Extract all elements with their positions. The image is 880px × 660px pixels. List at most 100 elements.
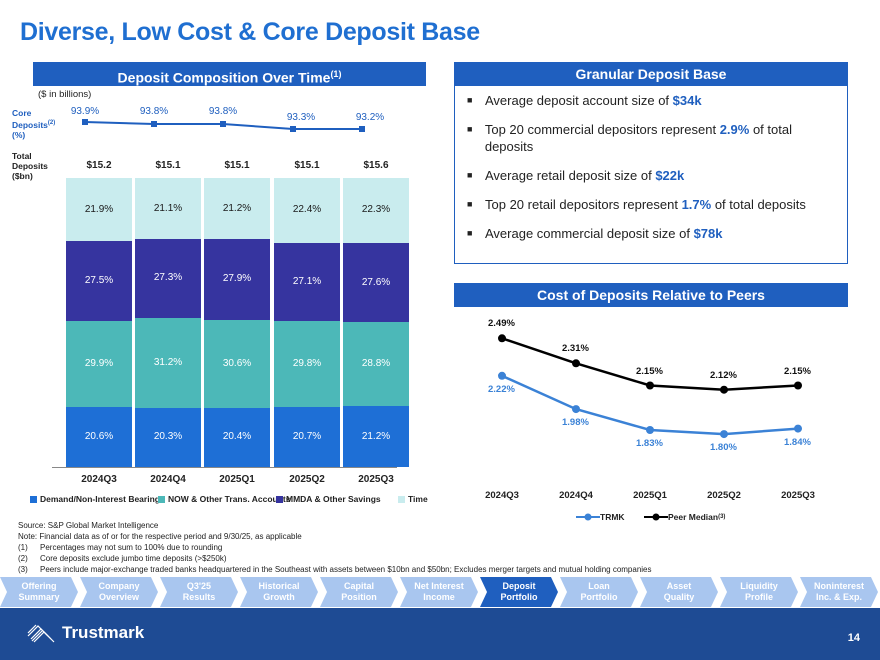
nav-tab-label-line2: Overview — [98, 592, 140, 602]
nav-tab-label-line2: Profile — [744, 592, 773, 602]
trustmark-logo-icon — [27, 624, 55, 643]
nav-tab-loan[interactable]: Loan Portfolio — [560, 577, 638, 607]
nav-tab-label-line1: Historical — [258, 581, 300, 591]
legend-time-label: Time — [408, 494, 428, 504]
bullet-text: Average commercial deposit size of — [485, 226, 694, 241]
nav-tab-historical[interactable]: Historical Growth — [240, 577, 318, 607]
nav-tab-liquidity[interactable]: Liquidity Profile — [720, 577, 798, 607]
nav-tab-label-line2: Income — [423, 592, 455, 602]
nav-tab-label-line1: Liquidity — [740, 581, 778, 591]
nav-tab-noninterest[interactable]: Noninterest Inc. & Exp. — [800, 577, 878, 607]
nav-tab-label-line2: Position — [341, 592, 377, 602]
peer-median-value: 2.15% — [784, 365, 811, 377]
nav-tab-deposit[interactable]: Deposit Portfolio — [480, 577, 558, 607]
cost-x-label: 2025Q2 — [707, 490, 741, 501]
nav-tab-q3-25[interactable]: Q3'25 Results — [160, 577, 238, 607]
granular-deposit-header: Granular Deposit Base — [454, 62, 848, 86]
peer-median-value: 2.12% — [710, 369, 737, 381]
total-deposits-value: $15.2 — [86, 160, 112, 171]
bar-segment-now: 31.2% — [135, 318, 201, 409]
nav-tab-label-line1: Offering — [21, 581, 57, 591]
trmk-point — [572, 405, 580, 414]
peer-median-point — [498, 334, 506, 343]
trustmark-logo: Trustmark — [26, 622, 144, 644]
core-deposits-marker — [290, 126, 296, 132]
data-note: Note: Financial data as of or for the re… — [18, 532, 302, 541]
core-deposits-marker — [220, 121, 226, 127]
core-deposits-value: 93.9% — [70, 106, 100, 117]
legend-peer-footnote: (3) — [718, 514, 726, 520]
peer-median-point — [720, 385, 728, 394]
bullet-highlight: $34k — [672, 93, 702, 108]
deposit-composition-header: Deposit Composition Over Time(1) — [33, 62, 426, 86]
footnotes: Source: S&P Global Market Intelligence N… — [18, 520, 652, 575]
bullet-text: of total deposits — [484, 122, 792, 154]
trmk-point — [498, 371, 506, 380]
bar-segment-demand: 21.2% — [343, 405, 409, 467]
bar-segment-demand: 20.6% — [66, 407, 132, 467]
nav-tab-net-interest[interactable]: Net Interest Income — [400, 577, 478, 607]
bullet-avg-commercial: ■ Average commercial deposit size of $78k — [465, 225, 837, 242]
footnote-2: (2) Core deposits exclude jumbo time depo… — [18, 553, 652, 564]
page-number: 14 — [847, 632, 860, 644]
bar-x-label: 2025Q1 — [219, 474, 255, 485]
peer-median-value: 2.49% — [488, 318, 515, 330]
legend-peer-marker — [644, 513, 668, 521]
legend-mmda-label: MMDA & Other Savings — [286, 494, 381, 504]
section-navigation: Offering Summary Company Overview Q3'25 Resul… — [0, 577, 880, 607]
stacked-bar: 20.3% 31.2% 27.3% 21.1% — [135, 178, 201, 467]
bar-segment-mmda: 27.5% — [66, 241, 132, 321]
bar-segment-mmda: 27.6% — [343, 242, 409, 323]
bar-segment-now: 29.8% — [274, 321, 340, 408]
bullet-highlight: $78k — [693, 226, 723, 241]
bullet-square-icon: ■ — [467, 170, 473, 180]
nav-tab-label-line1: Asset — [666, 581, 692, 591]
peer-median-point — [572, 359, 580, 368]
bar-segment-time: 21.2% — [204, 178, 270, 240]
nav-tab-label-line1: Net Interest — [414, 581, 464, 591]
total-deposits-label: Total Deposits ($bn) — [12, 151, 48, 181]
bullet-avg-account: ■ Average deposit account size of $34k — [465, 92, 837, 109]
nav-tab-asset[interactable]: Asset Quality — [640, 577, 718, 607]
bar-x-label: 2024Q4 — [150, 474, 186, 485]
bullet-text: Average deposit account size of — [485, 93, 673, 108]
trmk-value: 1.84% — [784, 436, 811, 448]
nav-tab-label-line1: Company — [98, 581, 140, 591]
nav-tab-capital[interactable]: Capital Position — [320, 577, 398, 607]
total-deposits-value: $15.6 — [363, 160, 389, 171]
bullet-top20-commercial: ■ Top 20 commercial depositors represent … — [465, 121, 837, 155]
nav-tab-label-line2: Results — [182, 592, 216, 602]
granular-deposit-panel: ■ Average deposit account size of $34k ■ T… — [454, 84, 848, 264]
legend-demand-label: Demand/Non-Interest Bearing — [40, 494, 160, 504]
peer-median-value: 2.31% — [562, 343, 589, 355]
bar-segment-demand: 20.7% — [274, 407, 340, 467]
footnote-text: Percentages may not sum to 100% due to r… — [40, 543, 223, 552]
stacked-bar: 20.7% 29.8% 27.1% 22.4% — [274, 178, 340, 467]
bar-segment-time: 21.9% — [66, 178, 132, 242]
trmk-value: 1.83% — [636, 437, 663, 449]
bar-segment-time: 21.1% — [135, 178, 201, 240]
nav-tab-offering[interactable]: Offering Summary — [0, 577, 78, 607]
cost-x-label: 2025Q1 — [633, 490, 667, 501]
cost-x-label: 2024Q3 — [485, 490, 519, 501]
bar-segment-time: 22.4% — [274, 178, 340, 243]
nav-tab-label-line1: Capital — [343, 581, 374, 591]
nav-tab-company[interactable]: Company Overview — [80, 577, 158, 607]
legend-peer-median: Peer Median (3) — [644, 512, 725, 522]
footnote-number: (3) — [18, 565, 28, 574]
bar-segment-demand: 20.4% — [204, 408, 270, 467]
legend-trmk: TRMK — [576, 512, 625, 522]
bar-segment-now: 28.8% — [343, 322, 409, 406]
total-deposits-value: $15.1 — [224, 160, 250, 171]
core-deposits-value: 93.8% — [139, 106, 169, 117]
legend-mmda-swatch — [276, 495, 283, 503]
nav-tab-label-line1: Deposit — [502, 581, 536, 591]
bullet-text: Top 20 retail depositors represent — [485, 197, 682, 212]
nav-tab-label-line2: Portfolio — [500, 592, 538, 602]
peer-median-value: 2.15% — [636, 365, 663, 377]
legend-now-swatch — [158, 495, 165, 503]
footnote-number: (1) — [18, 543, 28, 552]
stacked-bar: 20.4% 30.6% 27.9% 21.2% — [204, 178, 270, 467]
bar-x-label: 2025Q3 — [358, 474, 394, 485]
total-deposits-value: $15.1 — [155, 160, 181, 171]
